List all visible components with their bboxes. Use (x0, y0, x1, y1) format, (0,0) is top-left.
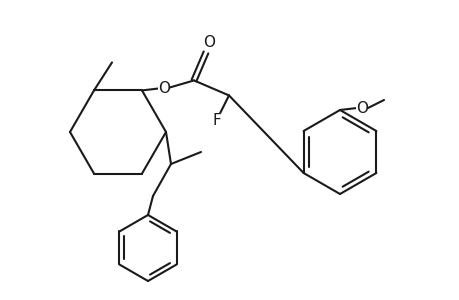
Text: O: O (202, 35, 214, 50)
Text: O: O (355, 100, 367, 116)
Text: O: O (157, 81, 170, 96)
Text: F: F (212, 113, 221, 128)
